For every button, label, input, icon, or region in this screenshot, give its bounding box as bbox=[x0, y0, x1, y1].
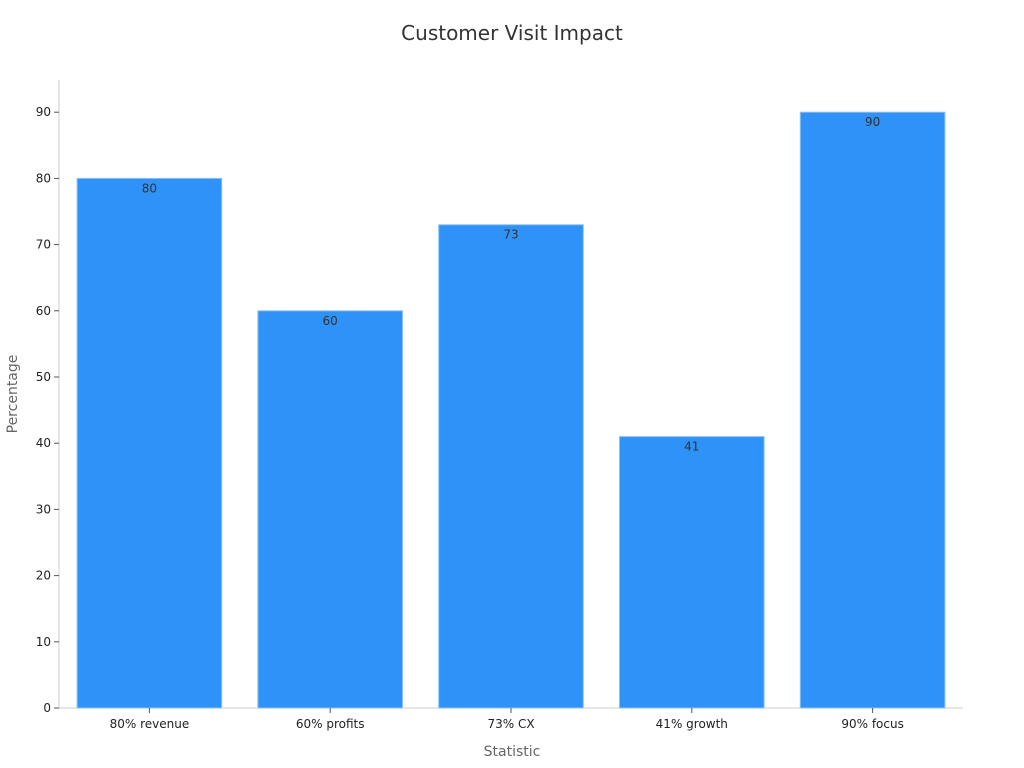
y-tick-label: 10 bbox=[36, 635, 51, 649]
y-tick-label: 20 bbox=[36, 569, 51, 583]
y-tick-label: 60 bbox=[36, 304, 51, 318]
x-axis-title: Statistic bbox=[484, 744, 541, 760]
y-axis-ticks: 0 10 20 30 40 50 60 70 80 90 bbox=[36, 105, 59, 715]
bar-value-label: 41 bbox=[684, 440, 699, 454]
y-tick-label: 0 bbox=[43, 701, 51, 715]
bar bbox=[618, 436, 765, 709]
bar-series: 80 60 73 41 90 bbox=[76, 111, 946, 709]
y-tick-label: 30 bbox=[36, 502, 51, 516]
bar-value-label: 73 bbox=[503, 228, 518, 242]
chart-title: Customer Visit Impact bbox=[401, 21, 623, 45]
x-tick-label: 73% CX bbox=[487, 717, 534, 731]
y-tick-label: 40 bbox=[36, 436, 51, 450]
bar-value-label: 80 bbox=[142, 181, 157, 195]
y-axis-title: Percentage bbox=[5, 355, 21, 434]
bar-value-label: 90 bbox=[865, 115, 880, 129]
bar-value-label: 60 bbox=[323, 314, 338, 328]
x-axis-ticks: 80% revenue 60% profits 73% CX 41% growth 90… bbox=[110, 708, 904, 731]
y-tick-label: 50 bbox=[36, 370, 51, 384]
bar bbox=[257, 310, 404, 709]
y-tick-label: 80 bbox=[36, 171, 51, 185]
bar bbox=[438, 224, 584, 709]
x-tick-label: 41% growth bbox=[656, 717, 728, 731]
bar bbox=[76, 177, 223, 709]
y-tick-label: 90 bbox=[36, 105, 51, 119]
x-tick-label: 80% revenue bbox=[110, 717, 190, 731]
bar bbox=[799, 111, 946, 709]
x-tick-label: 90% focus bbox=[841, 717, 904, 731]
y-tick-label: 70 bbox=[36, 238, 51, 252]
x-tick-label: 60% profits bbox=[296, 717, 365, 731]
